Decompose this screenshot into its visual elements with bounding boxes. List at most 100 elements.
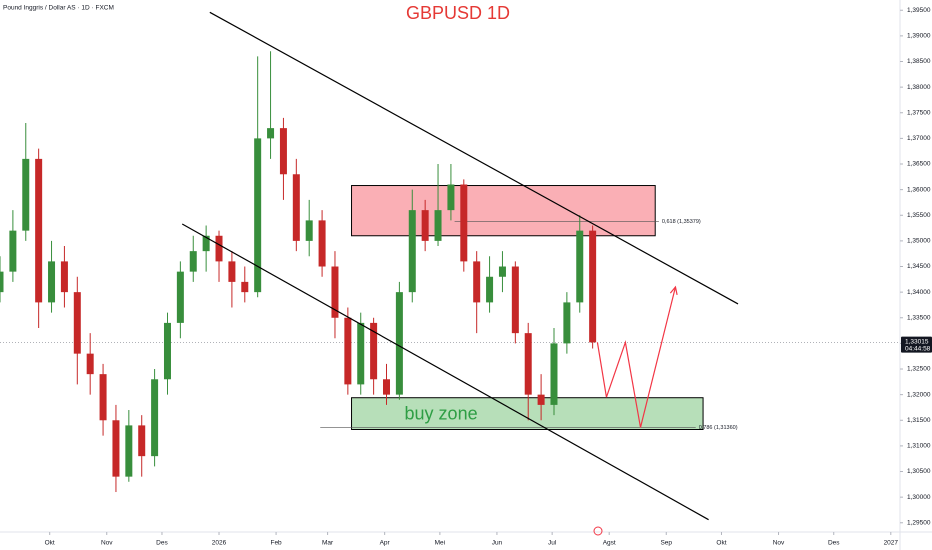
y-tick-label: 1,39500 (907, 7, 931, 14)
y-tick-label: 1,37500 (907, 109, 931, 116)
symbol-description: Pound Inggris / Dollar AS · 1D · FXCM (3, 5, 114, 12)
y-tick-label: 1,39000 (907, 33, 931, 40)
candle-body (511, 266, 519, 334)
y-tick-label: 1,34500 (907, 263, 931, 270)
x-tick-label: Sep (660, 540, 672, 547)
candle-body (550, 343, 558, 405)
price-tag-label: 1,33015 (905, 338, 929, 345)
y-tick-label: 1,32000 (907, 391, 931, 398)
candle-body (460, 184, 468, 262)
x-tick-label: Des (828, 540, 840, 547)
y-tick-label: 1,38500 (907, 58, 931, 65)
x-tick-label: Okt (45, 540, 55, 547)
candle-body (447, 184, 455, 211)
candle-body (48, 261, 56, 303)
y-tick-label: 1,37000 (907, 135, 931, 142)
x-tick-label: Des (156, 540, 168, 547)
y-tick-label: 1,35000 (907, 238, 931, 245)
candle-body (292, 174, 300, 241)
candle-body (60, 261, 68, 293)
y-tick-label: 1,32500 (907, 366, 931, 373)
fib-label: 0,618 (1,35379) (662, 219, 701, 225)
trendline (181, 223, 709, 521)
x-tick-label: Mei (435, 540, 445, 547)
x-tick-label: 2027 (884, 540, 899, 547)
candle-body (125, 425, 133, 477)
x-tick-label: Nov (101, 540, 113, 547)
trendline (209, 11, 739, 305)
candle-body (138, 425, 146, 457)
x-tick-label: Mar (322, 540, 334, 547)
x-tick-label: Jun (492, 540, 503, 547)
candle-body (589, 230, 597, 343)
candle-body (537, 394, 545, 405)
x-tick-label: Jul (548, 540, 557, 547)
y-tick-label: 1,36000 (907, 186, 931, 193)
x-tick-label: Apr (380, 540, 391, 547)
y-tick-label: 1,33500 (907, 314, 931, 321)
y-tick-label: 1,29500 (907, 519, 931, 526)
y-tick-label: 1,31500 (907, 417, 931, 424)
candle-body (241, 281, 249, 293)
x-tick-label: Nov (773, 540, 785, 547)
candle-body (86, 353, 94, 375)
candle-body (563, 302, 571, 344)
candle-body (421, 210, 429, 241)
candle-body (215, 235, 223, 262)
candle-body (112, 420, 120, 477)
y-tick-label: 1,31000 (907, 443, 931, 450)
candle-body (0, 271, 4, 293)
x-tick-label: 2026 (212, 540, 227, 547)
chart-title: GBPUSD 1D (406, 3, 510, 23)
candle-body (163, 322, 171, 380)
candle-body (344, 317, 352, 385)
candle-body (383, 379, 391, 395)
candle-body (408, 210, 416, 293)
candle-body (305, 220, 313, 241)
y-tick-label: 1,34000 (907, 289, 931, 296)
candle-body (331, 266, 339, 318)
candle-body (254, 138, 262, 293)
zone (351, 185, 656, 237)
event-icon (593, 526, 603, 536)
candle-body (267, 128, 275, 139)
fib-label: 0.786 (1,31360) (699, 425, 738, 431)
candle-body (370, 322, 378, 380)
candle-body (35, 158, 43, 303)
candle-body (318, 220, 326, 267)
candle-body (524, 333, 532, 395)
candle-body (9, 230, 17, 272)
countdown-label: 04:44:58 (905, 345, 931, 352)
x-tick-label: Okt (716, 540, 726, 547)
candle-body (434, 210, 442, 241)
candle-body (473, 261, 481, 303)
x-tick-label: Feb (270, 540, 282, 547)
candle-body (228, 261, 236, 282)
candle-body (176, 271, 184, 323)
y-tick-label: 1,30000 (907, 494, 931, 501)
candle-body (22, 158, 30, 231)
candle-body (73, 292, 81, 354)
projection-path (596, 286, 677, 428)
candle-body (151, 379, 159, 457)
x-tick-label: Agst (603, 540, 616, 547)
y-tick-label: 1,35500 (907, 212, 931, 219)
candle-body (486, 276, 494, 303)
candle-body (279, 128, 287, 175)
y-tick-label: 1,36500 (907, 161, 931, 168)
candle-body (357, 322, 365, 385)
y-tick-label: 1,38000 (907, 84, 931, 91)
projection-arrowhead (669, 285, 678, 295)
zone-label: buy zone (405, 403, 478, 423)
candle-body (395, 292, 403, 395)
candle-body (576, 230, 584, 303)
y-tick-label: 1,30500 (907, 468, 931, 475)
candle-body (99, 374, 107, 421)
candle-body (202, 235, 210, 252)
price-tag (901, 336, 932, 353)
candle-body (498, 266, 506, 277)
candle-body (189, 251, 197, 272)
